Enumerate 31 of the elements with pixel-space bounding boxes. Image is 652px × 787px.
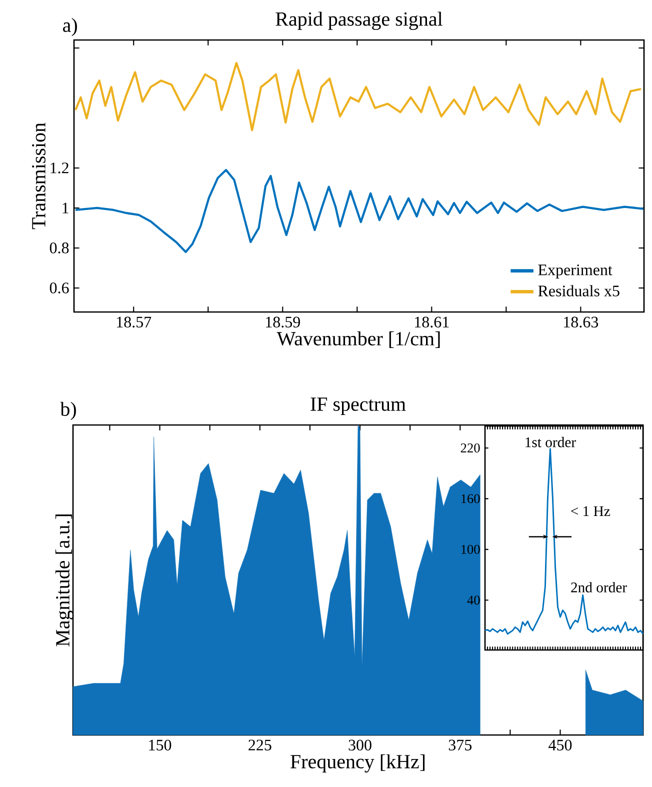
legend-label: Experiment xyxy=(538,264,612,279)
annotation: 1st order xyxy=(526,436,576,448)
annotation: < 1 Hz xyxy=(571,506,610,516)
x-tick-label: 18.57 xyxy=(117,316,152,328)
x-tick-label: 375 xyxy=(448,740,472,750)
x-tick-label: 450 xyxy=(548,740,572,750)
y-axis-title: Transmission xyxy=(32,122,46,230)
x-tick-label: 18.63 xyxy=(564,316,598,328)
legend-label: Residuals x5 xyxy=(538,285,620,296)
y-axis-title: Magnitude [a.u.] xyxy=(55,514,74,646)
x-tick-label: 300 xyxy=(348,740,372,750)
x-tick-label: 225 xyxy=(248,740,272,750)
x-axis-title: Wavenumber [1/cm] xyxy=(276,331,440,348)
annotation: 2nd order xyxy=(571,582,627,592)
y-tick-label: 40 xyxy=(467,596,480,605)
y-tick-label: 0.6 xyxy=(50,282,69,294)
y-tick-label: 1 xyxy=(62,202,68,214)
y-tick-label: 0.8 xyxy=(50,242,69,254)
chart-title: IF spectrum xyxy=(310,398,406,415)
x-tick-label: 18.59 xyxy=(266,316,300,328)
y-tick-label: 220 xyxy=(460,443,480,452)
text: a) xyxy=(63,18,77,36)
line-series xyxy=(74,62,642,132)
y-tick-label: 1.2 xyxy=(50,162,68,174)
x-tick-label: 18.61 xyxy=(415,316,449,328)
x-axis-title: Frequency [kHz] xyxy=(290,754,425,773)
chart-title: Rapid passage signal xyxy=(276,12,442,30)
x-tick-label: 150 xyxy=(149,740,172,750)
text: b) xyxy=(60,402,76,420)
y-tick-label: 100 xyxy=(461,544,480,554)
y-tick-label: 160 xyxy=(461,494,480,504)
